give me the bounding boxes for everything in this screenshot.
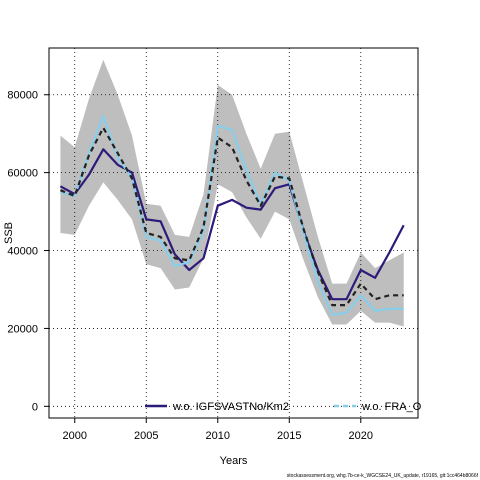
y-tick-label: 80000 <box>7 90 38 102</box>
legend-label: w.o. FRA_O <box>361 401 422 413</box>
y-tick-label: 40000 <box>7 246 38 258</box>
x-tick-label: 2000 <box>63 430 87 442</box>
x-tick-label: 2005 <box>134 430 158 442</box>
legend: w.o. IGFSVASTNo/Km2 w.o. FRA_O <box>145 401 422 413</box>
series-line-igfsvast <box>59 148 405 301</box>
reference-line <box>59 126 404 307</box>
grid-layer <box>49 48 418 418</box>
confidence-band-layer <box>60 59 404 327</box>
confidence-band <box>60 59 404 327</box>
series-layer <box>59 115 405 316</box>
plot-frame <box>48 47 419 419</box>
legend-label: w.o. IGFSVASTNo/Km2 <box>172 401 289 413</box>
x-axis-title: Years <box>220 455 248 467</box>
x-tick-label: 2020 <box>349 430 373 442</box>
x-tick-label: 2010 <box>206 430 230 442</box>
footnote: stockassessment.org, whg.7b-ce-k_WGCSE24… <box>287 473 479 479</box>
y-tick-label: 60000 <box>7 168 38 180</box>
x-tick-label: 2015 <box>277 430 301 442</box>
series-line-fra-o <box>60 115 404 316</box>
y-axis-title: SSB <box>3 222 15 244</box>
y-tick-label: 0 <box>32 401 38 413</box>
y-tick-label: 20000 <box>7 323 38 335</box>
axes-layer: 2000 2005 2010 2015 2020 0 20000 40000 60000 8000… <box>7 90 373 442</box>
